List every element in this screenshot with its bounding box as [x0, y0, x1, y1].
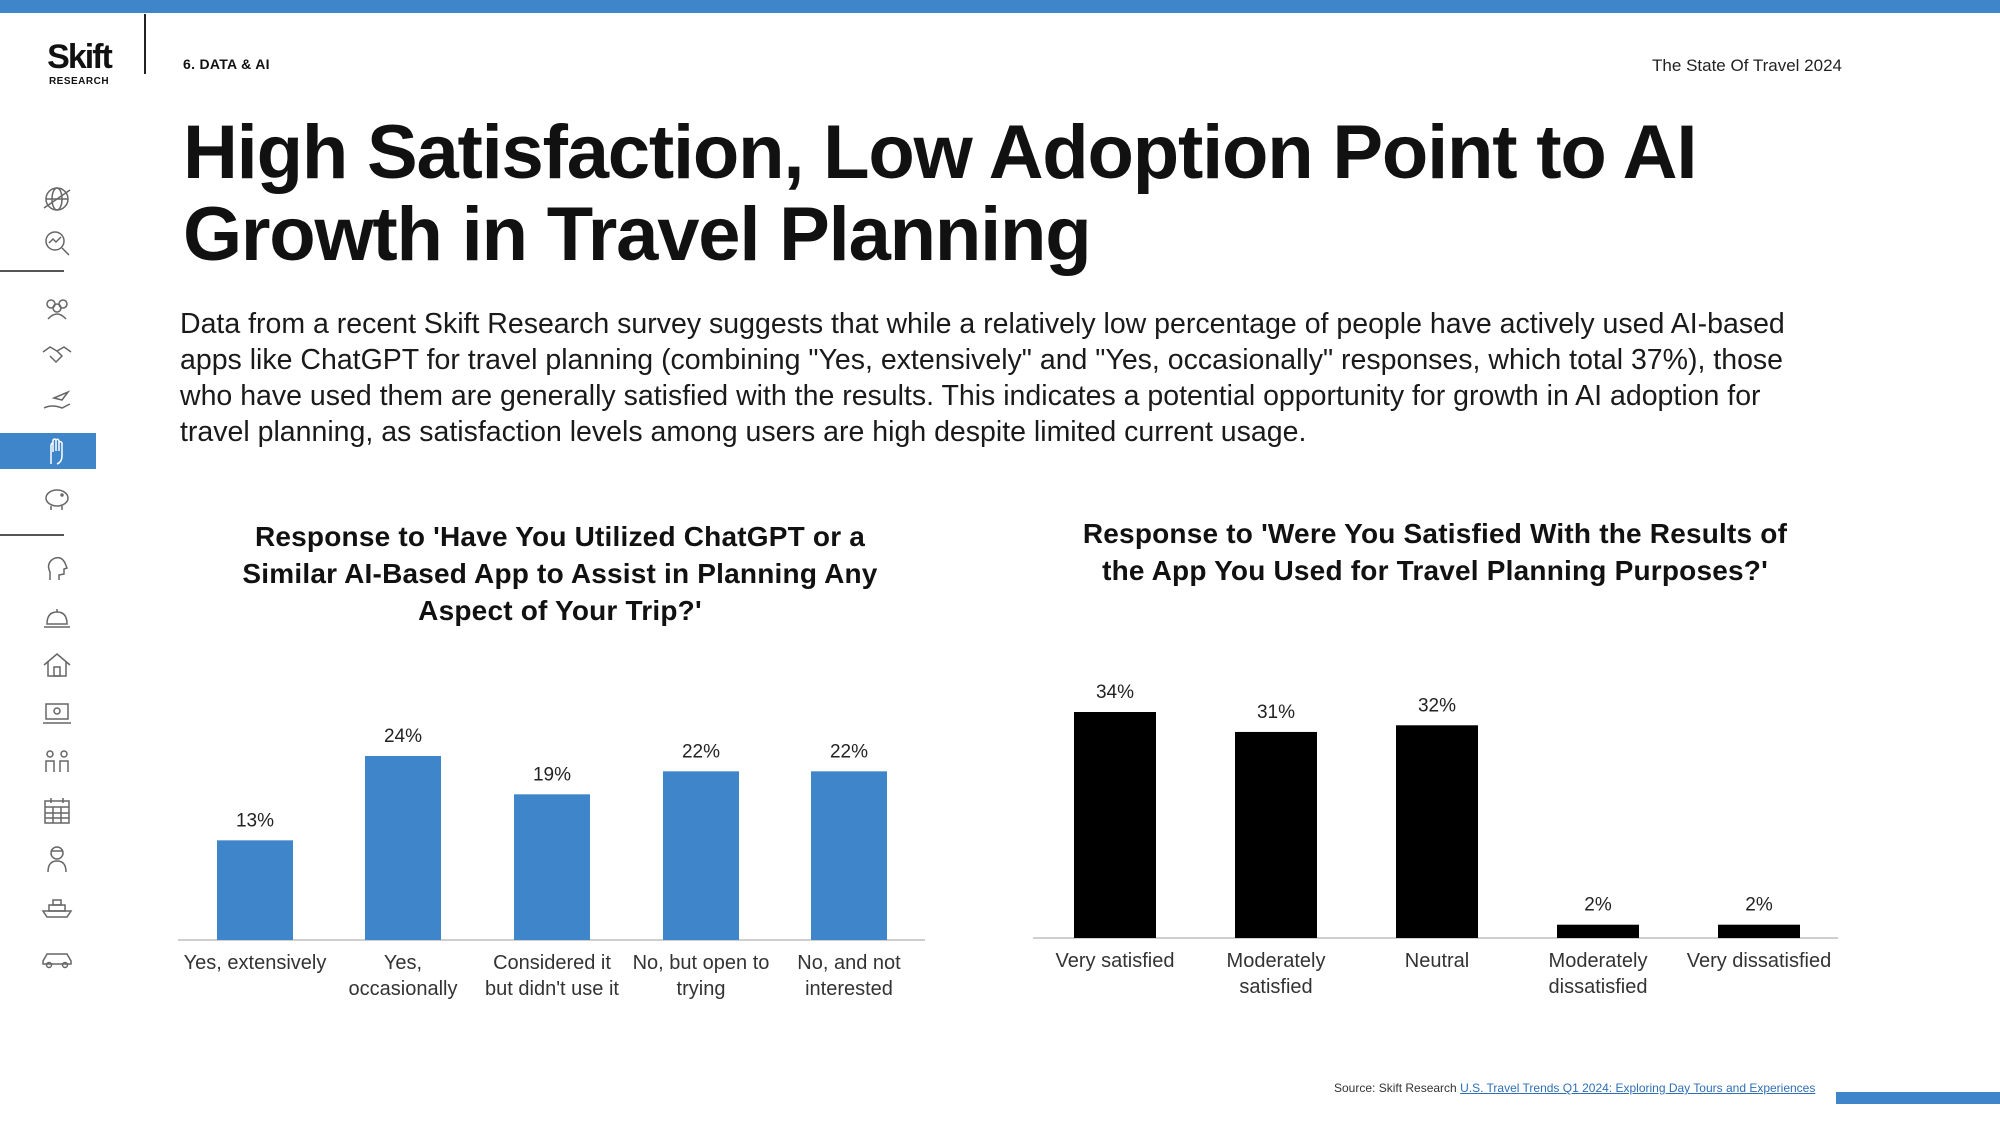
top-accent-bar: [0, 0, 2000, 13]
chart1-bar-5: [811, 771, 887, 940]
calendar-icon[interactable]: [40, 794, 74, 828]
chart2-bar-1: [1074, 712, 1156, 938]
chart1-category-label-3: Considered it but didn't use it: [485, 952, 619, 1000]
header-divider: [144, 14, 146, 74]
logo-word: Skift: [47, 38, 113, 76]
chart2-category-label-4: Moderately dissatisfied: [1549, 950, 1648, 998]
service-bell-icon[interactable]: [40, 600, 74, 634]
chart1-bar-2: [365, 756, 441, 940]
chart2-bar-2: [1235, 731, 1317, 938]
chart2-title: Response to 'Were You Satisfied With the…: [1082, 518, 1788, 586]
chart2-value-label-5: 2%: [1745, 895, 1773, 916]
traveler-icon[interactable]: [40, 842, 74, 876]
section-label: 6. DATA & AI: [183, 56, 270, 72]
ai-hand-icon[interactable]: [40, 434, 74, 468]
chart2-bar-5: [1718, 924, 1800, 938]
chart1-title: Response to 'Have You Utilized ChatGPT o…: [242, 521, 878, 626]
car-icon[interactable]: [40, 940, 74, 974]
chart2-bar-4: [1557, 924, 1639, 938]
chart1-value-label-2: 24%: [384, 726, 422, 747]
sidebar-divider: [0, 534, 64, 536]
laptop-icon[interactable]: [40, 696, 74, 730]
source-note: Source: Skift Research U.S. Travel Trend…: [1334, 1081, 1815, 1095]
sidebar-nav: [0, 170, 100, 1010]
source-link[interactable]: U.S. Travel Trends Q1 2024: Exploring Da…: [1460, 1081, 1816, 1095]
chart2-category-label-2: Moderately satisfied: [1227, 950, 1326, 998]
search-chart-icon[interactable]: [40, 226, 74, 260]
page-description: Data from a recent Skift Research survey…: [180, 308, 1785, 448]
chart2-bar-3: [1396, 725, 1478, 938]
chart1-category-label-2: Yes, occasionally: [349, 952, 458, 1000]
chart2-category-label-1: Very satisfied: [1056, 950, 1175, 972]
people-icon[interactable]: [40, 744, 74, 778]
globe-icon[interactable]: [40, 182, 74, 216]
logo-sub: RESEARCH: [48, 76, 110, 87]
hand-plane-icon[interactable]: [40, 384, 74, 418]
chart1-value-label-3: 19%: [533, 764, 571, 785]
chart2-value-label-3: 32%: [1418, 695, 1456, 716]
chart2-category-label-5: Very dissatisfied: [1687, 950, 1832, 972]
house-icon[interactable]: [40, 648, 74, 682]
head-profile-icon[interactable]: [40, 552, 74, 586]
chart1-bar-1: [217, 840, 293, 940]
chart1-category-label-1: Yes, extensively: [184, 952, 327, 974]
page-title: High Satisfaction, Low Adoption Point to…: [183, 110, 1697, 277]
chart1-category-label-4: No, but open to trying: [633, 952, 770, 1000]
chart1-value-label-4: 22%: [682, 741, 720, 762]
chart2-value-label-2: 31%: [1257, 702, 1295, 723]
handshake-icon[interactable]: [40, 338, 74, 372]
report-title: The State Of Travel 2024: [1652, 56, 1842, 75]
chart1-value-label-5: 22%: [830, 741, 868, 762]
ship-icon[interactable]: [40, 890, 74, 924]
piggy-bank-icon[interactable]: [40, 480, 74, 514]
chart2-value-label-4: 2%: [1584, 895, 1612, 916]
chart2-category-label-3: Neutral: [1405, 950, 1469, 972]
bottom-accent-bar: [1836, 1092, 2000, 1104]
chart1-category-label-5: No, and not interested: [797, 952, 901, 1000]
chart1-value-label-1: 13%: [236, 810, 274, 831]
sidebar-divider: [0, 270, 64, 272]
skift-research-logo[interactable]: Skift RESEARCH: [36, 40, 122, 87]
sidebar-active-indicator: [0, 433, 96, 469]
chart1-bar-3: [514, 794, 590, 940]
chart2-value-label-1: 34%: [1096, 682, 1134, 703]
group-icon[interactable]: [40, 292, 74, 326]
source-label: Source: Skift Research: [1334, 1081, 1457, 1095]
chart1-bar-4: [663, 771, 739, 940]
